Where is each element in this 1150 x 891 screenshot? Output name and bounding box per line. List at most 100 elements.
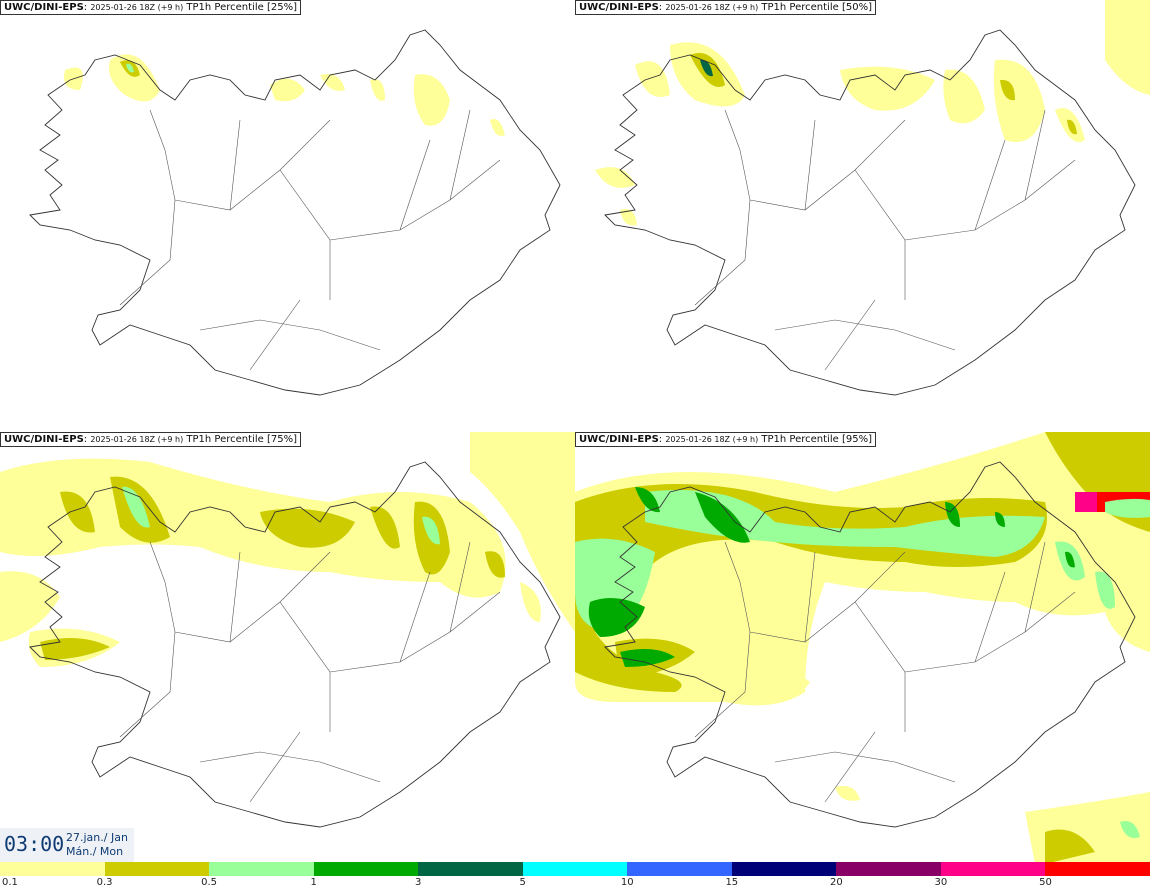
valid-date-line1: 27.jan./ Jan [66,831,128,844]
coastline [29,461,561,828]
field-label: TP1h Percentile [95%] [761,434,872,445]
precip-area [595,167,635,188]
legend-swatch [627,862,732,876]
precip-area [705,659,810,703]
model-name: UWC/DINI-EPS [4,2,84,13]
precip-color-legend: 0.1 0.3 0.5 1 3 5 10 15 20 30 50 [0,862,1150,891]
precip-area [620,648,675,667]
field-label: TP1h Percentile [75%] [186,434,297,445]
field-label: TP1h Percentile [50%] [761,2,872,13]
legend-tick-label: 0.1 [2,877,18,888]
run-time: 2025-01-26 18Z (+9 h) [90,435,184,444]
roads [119,541,501,803]
legend-color-bar [0,862,1150,876]
legend-tick-label: 20 [829,877,843,888]
precip-area [635,61,670,97]
legend-tick-label: 30 [934,877,948,888]
legend-tick-label: 15 [725,877,739,888]
precip-area [1067,119,1077,135]
legend-swatch [940,862,1046,876]
valid-time-box: 03:00 27.jan./ Jan Mán./ Mon [0,828,134,862]
valid-date-line2: Mán./ Mon [66,845,124,858]
legend-tick-label: 1 [310,877,317,888]
precip-area [413,74,450,126]
legend-tick-label: 3 [414,877,422,888]
model-name: UWC/DINI-EPS [579,434,659,445]
legend-tick-label: 0.3 [96,877,113,888]
legend-swatch [522,862,628,876]
precip-area [1075,492,1097,512]
legend-tick-label: 10 [620,877,634,888]
precip-area [620,209,637,226]
legend-tick-label: 50 [1039,877,1052,888]
iceland-map [29,29,561,396]
iceland-map [595,0,1150,396]
precip-area [109,54,160,102]
precip-area [520,582,541,622]
precip-area [1065,551,1075,568]
panel-title: UWC/DINI-EPS: 2025-01-26 18Z (+9 h) TP1h… [575,432,876,447]
panel-title: UWC/DINI-EPS: 2025-01-26 18Z (+9 h) TP1h… [0,0,301,15]
legend-tick-label: 5 [519,877,526,888]
iceland-map [0,432,575,828]
coastline [604,29,1136,396]
iceland-map [575,432,1150,864]
precip-area [422,516,440,545]
precip-area [60,491,95,533]
precip-area [1120,821,1140,838]
panel-title: UWC/DINI-EPS: 2025-01-26 18Z (+9 h) TP1h… [575,0,876,15]
map-panel-p75: UWC/DINI-EPS: 2025-01-26 18Z (+9 h) TP1h… [0,432,575,864]
panel-title: UWC/DINI-EPS: 2025-01-26 18Z (+9 h) TP1h… [0,432,301,447]
roads [694,541,1076,803]
separator: : [658,434,666,445]
precip-area [490,119,505,136]
precip-area [270,78,305,102]
coastline [29,29,561,396]
precip-area [995,512,1005,527]
valid-time: 03:00 [4,832,65,856]
precip-area [943,69,985,124]
precip-area [320,74,345,91]
precip-area [700,59,713,77]
precip-area [645,490,1045,557]
precip-area [0,571,60,642]
precip-area [635,487,660,513]
legend-swatch [209,862,314,876]
map-panel-p25: UWC/DINI-EPS: 2025-01-26 18Z (+9 h) TP1h… [0,0,575,432]
coastline [604,461,1136,828]
model-name: UWC/DINI-EPS [579,2,659,13]
legend-swatch [418,862,523,876]
precip-area [370,506,400,549]
separator: : [83,2,91,13]
run-time: 2025-01-26 18Z (+9 h) [90,3,184,12]
precip-area [470,432,575,632]
precip-area [126,63,134,73]
precip-area [122,486,150,528]
precip-area [695,492,750,543]
precip-area [1095,571,1115,609]
precip-area [485,551,505,578]
valid-date: 27.jan./ Jan Mán./ Mon [66,831,128,859]
precip-area [588,598,645,637]
roads [119,109,501,371]
run-time: 2025-01-26 18Z (+9 h) [665,435,759,444]
run-time: 2025-01-26 18Z (+9 h) [665,3,759,12]
map-panel-p95: UWC/DINI-EPS: 2025-01-26 18Z (+9 h) TP1h… [575,432,1150,864]
precip-area [1105,498,1150,518]
separator: : [83,434,91,445]
roads [694,109,1076,371]
legend-swatch [104,862,210,876]
precip-area [945,502,960,527]
legend-swatch [1045,862,1150,876]
precip-area [370,79,385,101]
precip-area [835,785,860,801]
precip-area [40,638,110,660]
precip-area [260,508,355,548]
legend-swatch [836,862,941,876]
legend-swatch [0,862,105,876]
precip-area [993,59,1045,143]
precip-area [1105,0,1150,95]
legend-tick-label: 0.5 [201,877,218,888]
separator: : [658,2,666,13]
precip-area [840,66,935,111]
